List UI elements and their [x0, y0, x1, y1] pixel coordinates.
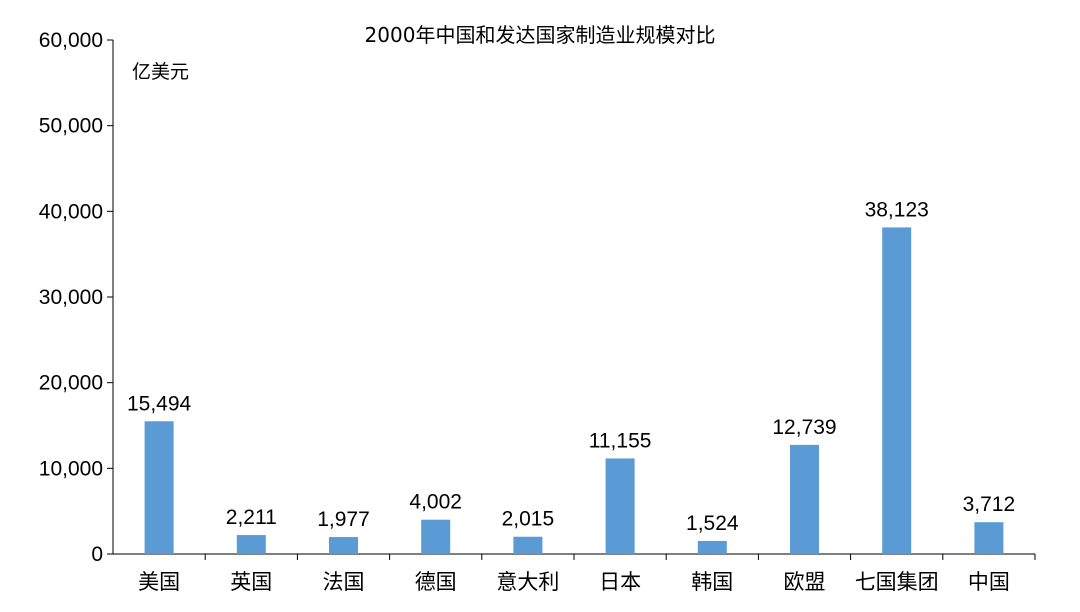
y-ticks: 0 10,000 20,000 30,000 40,000 50,000 60,000 [39, 29, 113, 566]
bar [513, 536, 543, 554]
y-tick-label: 20,000 [39, 372, 103, 395]
bar [144, 421, 174, 554]
y-tick-label: 30,000 [39, 286, 103, 309]
x-tick-label: 法国 [323, 570, 365, 594]
bars [144, 227, 1004, 554]
data-label: 2,211 [226, 506, 277, 529]
data-label: 4,002 [409, 491, 462, 514]
y-tick-label: 10,000 [39, 457, 103, 480]
x-tick-label: 意大利 [496, 570, 559, 594]
data-label: 12,739 [772, 416, 836, 439]
bar [882, 227, 912, 554]
chart-title: 2000年中国和发达国家制造业规模对比 [365, 23, 716, 47]
y-tick-label: 0 [91, 543, 103, 566]
x-tick-label: 七国集团 [855, 570, 939, 594]
bar [974, 522, 1004, 554]
y-tick-label: 50,000 [39, 115, 103, 138]
bar [329, 537, 358, 554]
x-tick-label: 英国 [230, 570, 272, 594]
bar [605, 458, 635, 554]
data-label: 1,977 [317, 508, 370, 531]
data-label: 15,494 [127, 392, 192, 415]
unit-label: 亿美元 [132, 61, 189, 83]
bar [697, 540, 727, 554]
x-tick-label: 中国 [968, 570, 1010, 594]
data-label: 38,123 [865, 198, 929, 221]
x-tick-label: 欧盟 [784, 570, 826, 594]
x-tick-label: 德国 [415, 570, 457, 594]
x-tick-label: 日本 [599, 570, 641, 594]
y-tick-label: 60,000 [39, 29, 103, 52]
x-tick-labels: 美国 英国 法国 德国 意大利 日本 韩国 欧盟 七国集团 中国 [138, 554, 1036, 594]
data-label: 2,015 [502, 508, 555, 531]
data-label: 1,524 [686, 512, 739, 535]
bar [790, 444, 819, 554]
x-tick-label: 韩国 [691, 570, 733, 594]
data-label: 3,712 [963, 493, 1016, 516]
bar [421, 519, 451, 554]
data-labels: 15,494 2,211 1,977 4,002 2,015 11,155 1,524 12,… [127, 198, 1015, 535]
data-label: 11,155 [589, 429, 652, 452]
y-tick-label: 40,000 [39, 200, 103, 223]
bar [236, 535, 266, 554]
x-tick-label: 美国 [138, 570, 180, 594]
